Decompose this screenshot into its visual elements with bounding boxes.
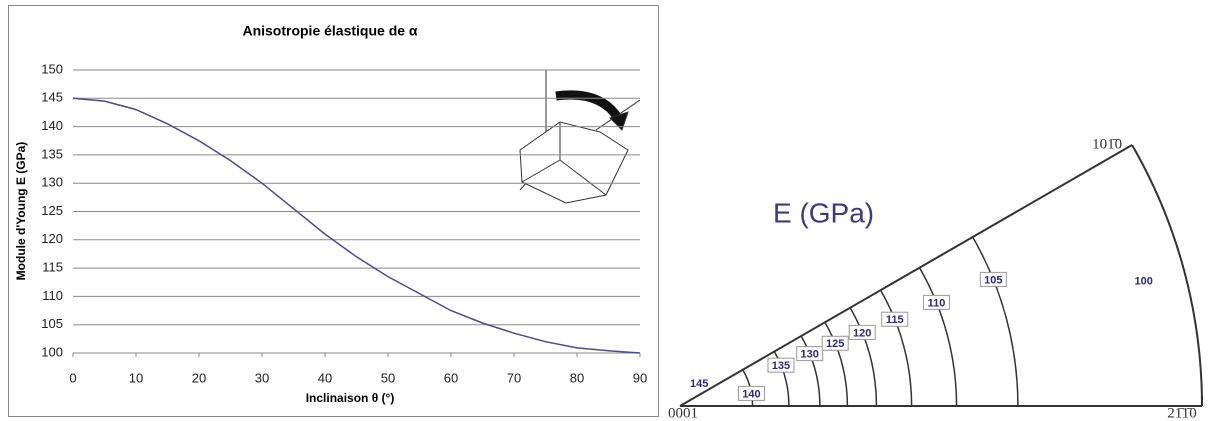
y-tick-label: 120 [41,231,63,246]
contour-arc [879,289,913,407]
x-tick-label: 30 [255,370,269,385]
level-label-box [848,324,876,340]
corner-label: 0001 [668,405,698,421]
x-tick-label: 40 [318,370,332,385]
level-label-box [979,271,1007,287]
contour-arc [824,321,849,407]
chart-title: Anisotropie élastique de α [242,23,417,39]
x-tick-label: 60 [444,370,458,385]
x-tick-label: 10 [129,370,143,385]
level-label: 135 [772,360,790,372]
level-label-box [821,335,849,351]
level-label: 110 [928,297,946,309]
contour-arc [800,335,821,407]
level-label: 140 [742,388,760,400]
data-line [72,97,641,354]
level-label-box [767,357,795,373]
level-label: 120 [853,327,871,339]
corner-label: 101̄0 [1092,136,1122,152]
x-axis-label: Inclinaison θ (°) [306,391,395,405]
y-tick-label: 150 [41,61,63,76]
level-label: 125 [826,338,844,350]
x-tick-label: 80 [570,370,584,385]
x-tick-label: 70 [507,370,521,385]
y-tick-label: 140 [41,118,63,133]
y-tick-label: 135 [41,146,63,161]
y-tick-label: 130 [41,175,63,190]
x-tick-label: 0 [69,370,76,385]
y-tick-label: 105 [41,316,63,331]
contour-arc [849,307,878,407]
contour-arc [918,267,958,407]
corner-label: 21̄1̄0 [1167,405,1196,421]
level-label-box [737,385,765,401]
level-label: 100 [1134,276,1152,288]
level-label: 105 [984,274,1002,286]
x-tick-label: 50 [381,370,395,385]
contour-arc [1131,144,1203,407]
level-label-box [796,346,824,362]
level-label-box [881,311,909,327]
sector-title: E (GPa) [773,197,874,228]
y-tick-label: 125 [41,203,63,218]
level-label: 145 [690,378,708,390]
x-tick-label: 20 [192,370,206,385]
y-tick-label: 145 [41,90,63,105]
y-tick-label: 110 [42,288,63,303]
level-label: 115 [886,314,904,326]
x-tick-label: 90 [633,370,647,385]
y-tick-label: 115 [42,260,63,275]
y-tick-label: 100 [41,344,63,359]
y-axis-label: Module d'Young E (GPa) [14,142,28,281]
level-label-box [922,294,950,310]
contour-arc [971,236,1019,407]
level-label: 130 [801,349,819,361]
contour-arc [773,351,790,407]
sector-edge [679,144,1133,407]
